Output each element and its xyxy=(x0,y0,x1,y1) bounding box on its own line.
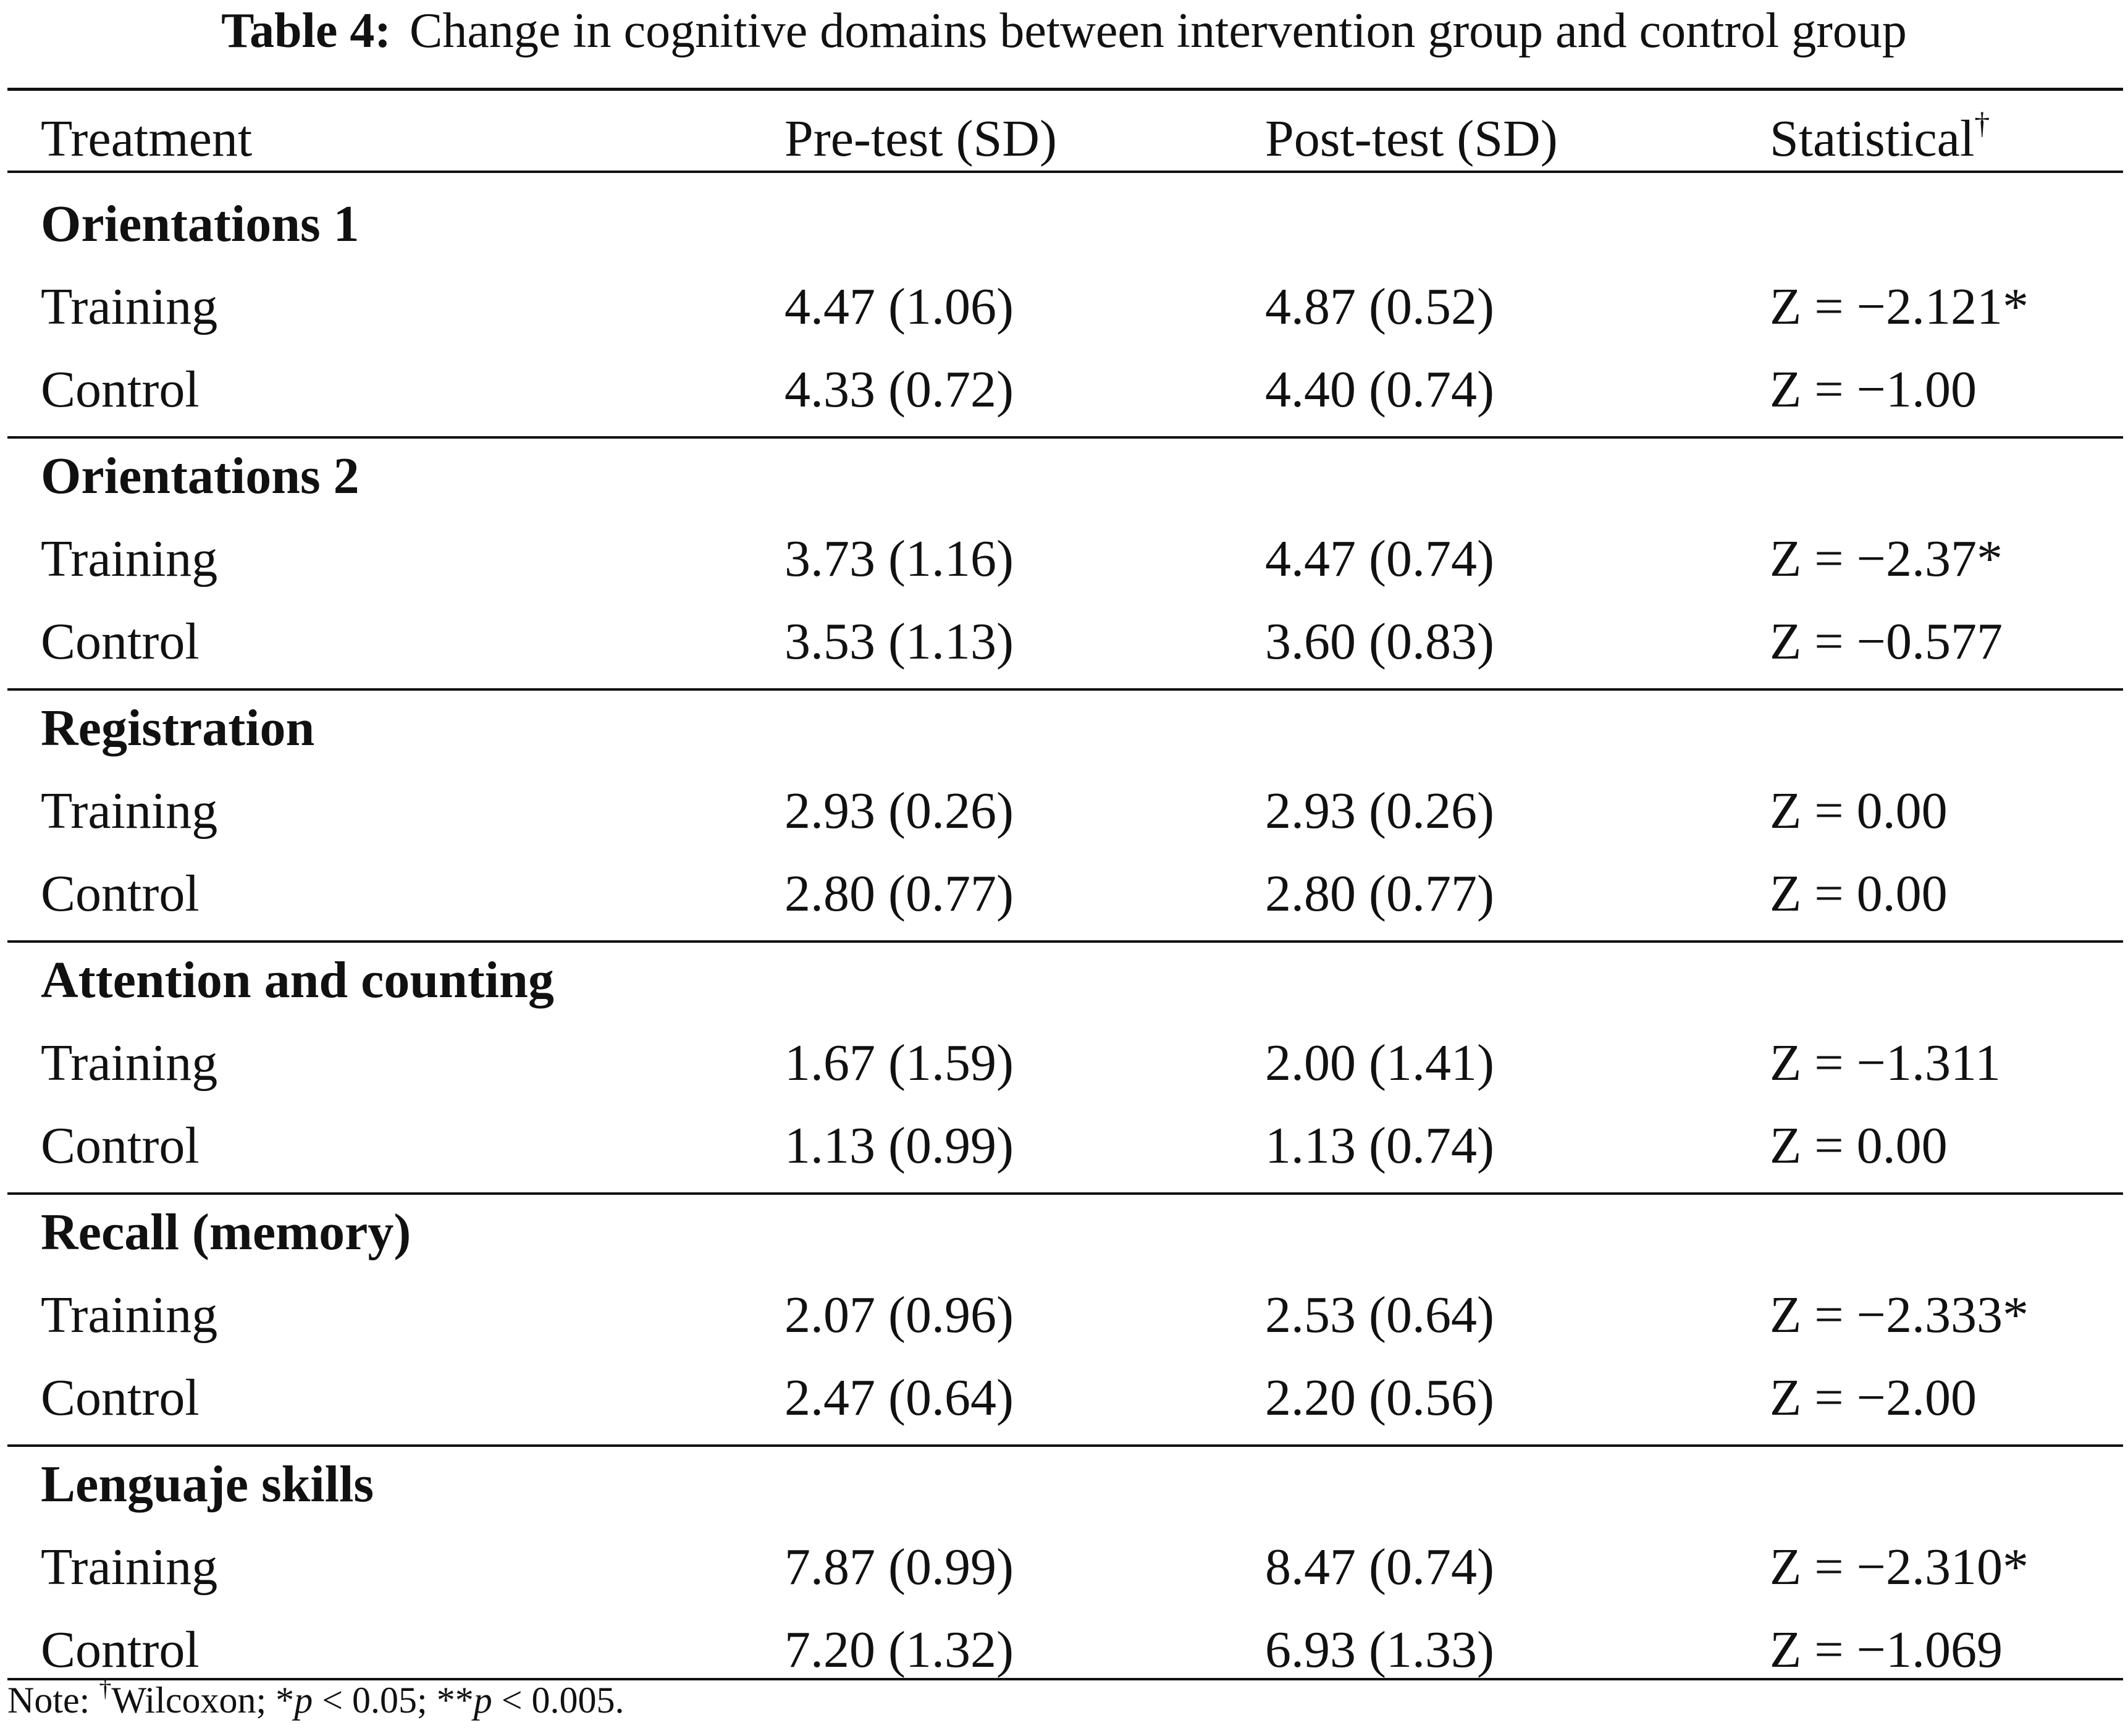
cell-statistical: Z = −2.37* xyxy=(1770,530,2003,588)
cell-statistical: Z = −2.121* xyxy=(1770,278,2029,335)
cell-statistical: Z = 0.00 xyxy=(1770,782,1948,840)
table-row: Training 1.67 (1.59) 2.00 (1.41) Z = −1.311 xyxy=(0,1022,2128,1105)
section-divider xyxy=(7,1192,2123,1195)
table-row: Training 4.47 (1.06) 4.87 (0.52) Z = −2.121… xyxy=(0,266,2128,348)
table-row: Training 2.93 (0.26) 2.93 (0.26) Z = 0.00 xyxy=(0,770,2128,853)
note-p-symbol: p xyxy=(473,1680,492,1721)
cell-post-test: 6.93 (1.33) xyxy=(1265,1621,1494,1679)
table-top-rule xyxy=(7,88,2123,91)
cell-group: Control xyxy=(41,1369,200,1426)
cell-statistical: Z = 0.00 xyxy=(1770,865,1948,922)
table-caption-label: Table 4: xyxy=(221,4,391,58)
cell-post-test: 3.60 (0.83) xyxy=(1265,613,1494,670)
cell-pre-test: 3.53 (1.13) xyxy=(784,613,1014,670)
cell-group: Control xyxy=(41,613,200,670)
note-p-threshold-1: < 0.05; ** xyxy=(313,1680,474,1721)
table-bottom-rule xyxy=(7,1678,2123,1680)
table-row: Control 3.53 (1.13) 3.60 (0.83) Z = −0.577 xyxy=(0,600,2128,683)
cell-pre-test: 4.33 (0.72) xyxy=(784,361,1014,418)
note-prefix: Note: xyxy=(7,1680,99,1721)
cell-statistical: Z = −1.069 xyxy=(1770,1621,2003,1679)
table-row: Control 4.33 (0.72) 4.40 (0.74) Z = −1.00 xyxy=(0,348,2128,431)
cell-group: Training xyxy=(41,1286,218,1344)
cell-pre-test: 7.87 (0.99) xyxy=(784,1538,1014,1596)
section-divider xyxy=(7,1444,2123,1447)
cell-post-test: 4.47 (0.74) xyxy=(1265,530,1494,588)
table-row: Training 2.07 (0.96) 2.53 (0.64) Z = −2.333… xyxy=(0,1274,2128,1357)
table-row: Control 7.20 (1.32) 6.93 (1.33) Z = −1.069 xyxy=(0,1609,2128,1692)
cell-pre-test: 2.80 (0.77) xyxy=(784,865,1014,922)
section-divider xyxy=(7,940,2123,943)
cell-group: Control xyxy=(41,1117,200,1174)
cell-pre-test: 2.47 (0.64) xyxy=(784,1369,1014,1426)
cell-pre-test: 1.13 (0.99) xyxy=(784,1117,1014,1174)
table-row: Control 2.80 (0.77) 2.80 (0.77) Z = 0.00 xyxy=(0,853,2128,935)
section-title-row: Attention and counting xyxy=(0,939,2128,1022)
cell-group: Training xyxy=(41,278,218,335)
header-treatment: Treatment xyxy=(41,110,253,167)
note-dagger: † xyxy=(99,1674,112,1702)
section-title: Attention and counting xyxy=(41,951,554,1009)
cell-pre-test: 4.47 (1.06) xyxy=(784,278,1014,335)
section-title-row: Lenguaje skills xyxy=(0,1443,2128,1526)
cell-group: Control xyxy=(41,1621,200,1679)
note-p-threshold-2: < 0.005. xyxy=(492,1680,625,1721)
table-row: Training 3.73 (1.16) 4.47 (0.74) Z = −2.37* xyxy=(0,518,2128,600)
cell-pre-test: 2.07 (0.96) xyxy=(784,1286,1014,1344)
table-note: Note: †Wilcoxon; *p < 0.05; **p < 0.005. xyxy=(7,1675,625,1725)
table-caption: Table 4: Change in cognitive domains betw… xyxy=(0,0,2128,68)
cell-post-test: 1.13 (0.74) xyxy=(1265,1117,1494,1174)
note-p-symbol: p xyxy=(294,1680,313,1721)
cell-group: Training xyxy=(41,782,218,840)
cell-group: Training xyxy=(41,1034,218,1092)
cell-pre-test: 2.93 (0.26) xyxy=(784,782,1014,840)
cell-statistical: Z = −0.577 xyxy=(1770,613,2003,670)
header-statistical: Statistical† xyxy=(1770,98,1990,180)
section-title: Recall (memory) xyxy=(41,1203,411,1261)
section-title: Lenguaje skills xyxy=(41,1456,374,1513)
cell-statistical: Z = −2.333* xyxy=(1770,1286,2029,1344)
section-title: Orientations 1 xyxy=(41,195,360,253)
cell-statistical: Z = −1.00 xyxy=(1770,361,1977,418)
cell-pre-test: 3.73 (1.16) xyxy=(784,530,1014,588)
section-title-row: Orientations 1 xyxy=(0,183,2128,266)
cell-pre-test: 7.20 (1.32) xyxy=(784,1621,1014,1679)
table-row: Control 2.47 (0.64) 2.20 (0.56) Z = −2.00 xyxy=(0,1357,2128,1439)
cell-pre-test: 1.67 (1.59) xyxy=(784,1034,1014,1092)
section-divider xyxy=(7,436,2123,439)
cell-group: Control xyxy=(41,361,200,418)
section-title: Orientations 2 xyxy=(41,447,360,505)
cell-statistical: Z = −1.311 xyxy=(1770,1034,2001,1092)
section-title-row: Registration xyxy=(0,687,2128,770)
cell-group: Training xyxy=(41,530,218,588)
note-wilcoxon: Wilcoxon; * xyxy=(111,1680,295,1721)
cell-statistical: Z = −2.00 xyxy=(1770,1369,1977,1426)
dagger-footnote-mark: † xyxy=(1974,106,1990,140)
cell-post-test: 2.93 (0.26) xyxy=(1265,782,1494,840)
cell-statistical: Z = 0.00 xyxy=(1770,1117,1948,1174)
section-divider xyxy=(7,688,2123,691)
section-title: Registration xyxy=(41,699,315,757)
cell-post-test: 2.53 (0.64) xyxy=(1265,1286,1494,1344)
cell-post-test: 4.40 (0.74) xyxy=(1265,361,1494,418)
section-title-row: Orientations 2 xyxy=(0,435,2128,518)
cell-post-test: 2.80 (0.77) xyxy=(1265,865,1494,922)
section-title-row: Recall (memory) xyxy=(0,1191,2128,1274)
cell-group: Control xyxy=(41,865,200,922)
cell-group: Training xyxy=(41,1538,218,1596)
cell-statistical: Z = −2.310* xyxy=(1770,1538,2029,1596)
table-caption-text: Change in cognitive domains between inte… xyxy=(410,4,1907,58)
cell-post-test: 4.87 (0.52) xyxy=(1265,278,1494,335)
cell-post-test: 2.00 (1.41) xyxy=(1265,1034,1494,1092)
table-header-row: Treatment Pre-test (SD) Post-test (SD) S… xyxy=(0,98,2128,180)
header-post-test: Post-test (SD) xyxy=(1265,110,1558,167)
cell-post-test: 8.47 (0.74) xyxy=(1265,1538,1494,1596)
cell-post-test: 2.20 (0.56) xyxy=(1265,1369,1494,1426)
table-header-rule xyxy=(7,171,2123,173)
table-row: Control 1.13 (0.99) 1.13 (0.74) Z = 0.00 xyxy=(0,1105,2128,1187)
header-pre-test: Pre-test (SD) xyxy=(784,110,1057,167)
header-statistical-label: Statistical xyxy=(1770,110,1975,167)
table-row: Training 7.87 (0.99) 8.47 (0.74) Z = −2.310… xyxy=(0,1526,2128,1609)
